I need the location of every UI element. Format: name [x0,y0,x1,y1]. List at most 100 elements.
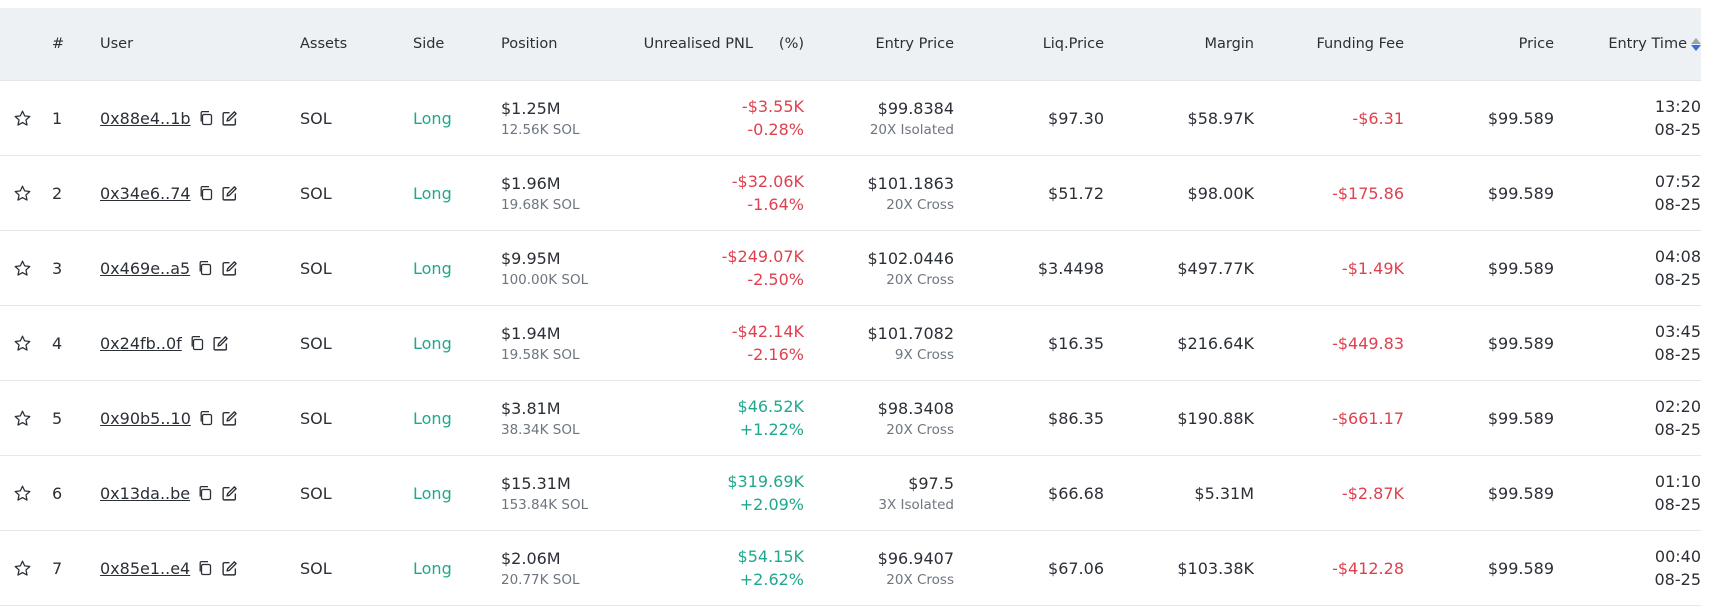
pnl-cell: -$32.06K -1.64% [633,172,804,214]
star-icon[interactable] [13,559,32,578]
edit-icon[interactable] [220,259,238,277]
user-cell: 0x34e6..74 [100,184,300,203]
pnl-value: -$42.14K [731,322,804,341]
header-position: Position [501,36,558,52]
position-value: $1.96M [501,173,561,193]
liq-price: $97.30 [1048,108,1104,128]
user-address-link[interactable]: 0x13da..be [100,483,191,503]
liq-price: $66.68 [1048,483,1104,503]
user-cell: 0x85e1..e4 [100,559,300,578]
edit-icon[interactable] [221,184,239,202]
entry-price-cell: $96.9407 20X Cross [804,549,954,588]
funding-fee: -$2.87K [1341,483,1404,503]
entry-price: $101.1863 [867,173,954,193]
header-entry-time[interactable]: Entry Time [1554,36,1701,52]
entry-date: 08-25 [1654,495,1702,514]
table-row[interactable]: 7 0x85e1..e4 SOL Long $2.06M 20.77K SOL … [0,531,1701,606]
entry-time: 13:20 [1654,97,1701,116]
entry-date: 08-25 [1654,120,1702,139]
star-icon[interactable] [13,334,32,353]
margin: $58.97K [1187,108,1254,128]
entry-date: 08-25 [1654,420,1702,439]
star-icon[interactable] [13,409,32,428]
table-row[interactable]: 6 0x13da..be SOL Long $15.31M 153.84K SO… [0,456,1701,531]
position-value: $1.25M [501,98,561,118]
liq-price: $67.06 [1048,558,1104,578]
position-cell: $3.81M 38.34K SOL [501,399,633,438]
table-row[interactable]: 1 0x88e4..1b SOL Long $1.25M 12.56K SOL … [0,81,1701,156]
mark-price: $99.589 [1487,108,1554,128]
favorite-cell [0,559,44,578]
entry-price-cell: $101.1863 20X Cross [804,174,954,213]
side-badge: Long [413,258,452,278]
margin: $190.88K [1177,408,1254,428]
user-address-link[interactable]: 0x85e1..e4 [100,558,191,578]
position-quantity: 19.58K SOL [501,346,580,363]
entry-date: 08-25 [1654,570,1702,589]
header-liq-price: Liq.Price [1042,36,1104,52]
header-entry-time-label[interactable]: Entry Time [1608,36,1687,52]
position-cell: $1.94M 19.58K SOL [501,324,633,363]
user-address-link[interactable]: 0x24fb..0f [100,333,182,353]
pnl-percent: +2.62% [739,570,804,589]
liq-price: $3.4498 [1037,258,1104,278]
asset: SOL [300,108,332,128]
header-margin: Margin [1204,36,1254,52]
pnl-value: $319.69K [727,472,804,491]
entry-date: 08-25 [1654,270,1702,289]
table-row[interactable]: 3 0x469e..a5 SOL Long $9.95M 100.00K SOL… [0,231,1701,306]
liq-price: $86.35 [1048,408,1104,428]
entry-price: $102.0446 [867,248,954,268]
user-cell: 0x24fb..0f [100,334,300,353]
position-quantity: 20.77K SOL [501,571,580,588]
copy-icon[interactable] [188,334,206,352]
table-row[interactable]: 5 0x90b5..10 SOL Long $3.81M 38.34K SOL … [0,381,1701,456]
user-address-link[interactable]: 0x90b5..10 [100,408,191,428]
copy-icon[interactable] [197,109,215,127]
edit-icon[interactable] [221,409,239,427]
copy-icon[interactable] [196,559,214,577]
sort-icon[interactable] [1691,37,1701,51]
edit-icon[interactable] [220,484,238,502]
entry-time: 07:52 [1654,172,1701,191]
edit-icon[interactable] [220,559,238,577]
header-funding-fee: Funding Fee [1316,36,1404,52]
entry-time-cell: 07:52 08-25 [1554,172,1702,214]
position-quantity: 38.34K SOL [501,421,580,438]
entry-price-cell: $102.0446 20X Cross [804,249,954,288]
user-address-link[interactable]: 0x88e4..1b [100,108,191,128]
position-quantity: 153.84K SOL [501,496,589,513]
row-number: 5 [52,408,63,428]
header-num: # [52,36,65,52]
star-icon[interactable] [13,109,32,128]
entry-time-cell: 02:20 08-25 [1554,397,1702,439]
position-quantity: 100.00K SOL [501,271,589,288]
asset: SOL [300,558,332,578]
table-row[interactable]: 4 0x24fb..0f SOL Long $1.94M 19.58K SOL … [0,306,1701,381]
table-row[interactable]: 2 0x34e6..74 SOL Long $1.96M 19.68K SOL … [0,156,1701,231]
copy-icon[interactable] [197,184,215,202]
pnl-value: -$249.07K [721,247,804,266]
entry-time: 02:20 [1654,397,1701,416]
funding-fee: -$661.17 [1332,408,1404,428]
copy-icon[interactable] [196,259,214,277]
edit-icon[interactable] [212,334,230,352]
margin: $103.38K [1177,558,1254,578]
edit-icon[interactable] [221,109,239,127]
star-icon[interactable] [13,259,32,278]
star-icon[interactable] [13,184,32,203]
user-address-link[interactable]: 0x34e6..74 [100,183,191,203]
liq-price: $51.72 [1048,183,1104,203]
pnl-cell: -$3.55K -0.28% [633,97,804,139]
star-icon[interactable] [13,484,32,503]
funding-fee: -$449.83 [1332,333,1404,353]
header-price: Price [1518,36,1554,52]
funding-fee: -$412.28 [1332,558,1404,578]
user-cell: 0x88e4..1b [100,109,300,128]
user-address-link[interactable]: 0x469e..a5 [100,258,191,278]
side-badge: Long [413,333,452,353]
copy-icon[interactable] [196,484,214,502]
row-number: 6 [52,483,63,503]
leverage: 20X Cross [886,271,954,288]
copy-icon[interactable] [197,409,215,427]
